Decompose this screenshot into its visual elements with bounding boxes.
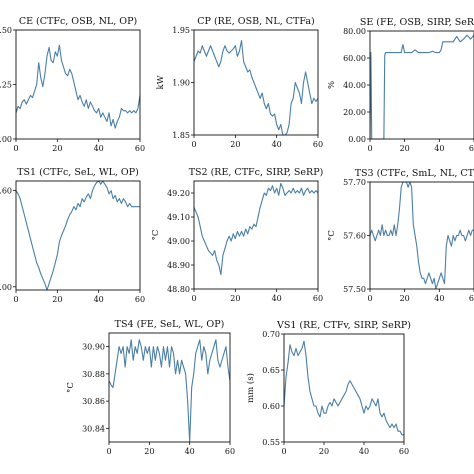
x-tick-label: 60 <box>469 144 474 153</box>
x-tick-label: 20 <box>52 295 62 304</box>
x-tick-label: 20 <box>319 447 329 456</box>
series-line <box>16 180 140 291</box>
axes-frame <box>369 30 474 140</box>
chart-title: TS1 (CTFc, SeL, WL, OP) <box>17 167 139 178</box>
y-tick-label: 48.80 <box>167 285 190 294</box>
x-tick-label: 40 <box>359 447 369 456</box>
x-tick-label: 40 <box>434 144 444 153</box>
chart-ce: CE (CTFc, OSB, NL, OP) 0 20 40 60 1.00 1.25 1.5… <box>0 16 145 153</box>
x-tick-label: 60 <box>135 295 145 304</box>
y-axis-label: °C <box>327 230 337 241</box>
axes-frame <box>15 29 141 140</box>
y-axis-label: % <box>327 81 337 89</box>
y-tick-label: 49.10 <box>167 213 190 222</box>
x-tick-label: 0 <box>13 144 18 153</box>
chart-ts4: TS4 (FE, SeL, WL, OP) 0 20 40 60 30.84 30.86 30… <box>66 319 235 456</box>
y-tick-label: 48.90 <box>167 261 190 270</box>
y-tick-label: 57.60 <box>343 232 366 241</box>
x-tick-label: 20 <box>144 447 154 456</box>
y-tick-label: 80.00 <box>343 27 366 36</box>
y-axis-label: mm (s) <box>245 373 256 403</box>
chart-title: SE (FE, OSB, SIRP, SeRP) <box>360 17 474 28</box>
x-tick-label: 40 <box>185 447 195 456</box>
y-axis-label: °C <box>151 230 161 241</box>
x-tick-label: 20 <box>400 144 410 153</box>
series-line <box>370 181 474 290</box>
x-tick-label: 20 <box>400 294 410 303</box>
chart-title: TS2 (RE, CTFc, SIRP, SeRP) <box>189 167 324 178</box>
series-line <box>194 182 318 276</box>
chart-ts2: TS2 (RE, CTFc, SIRP, SeRP) 0 20 40 60 48.80 48… <box>151 167 323 303</box>
y-tick-label: 57.50 <box>343 285 366 294</box>
axes-frame <box>283 333 405 443</box>
y-tick-label: 0.70 <box>262 330 280 339</box>
y-axis-label: °C <box>66 382 76 393</box>
chart-title: VS1 (RE, CTFv, SIRP, SeRP) <box>276 320 411 331</box>
y-tick-label: 1.25 <box>0 81 12 90</box>
x-tick-label: 0 <box>367 144 372 153</box>
y-axis-label: kW <box>156 75 166 89</box>
y-tick-label: 30.84 <box>82 424 105 433</box>
y-tick-label: 30.90 <box>82 343 105 352</box>
y-tick-label: 30.86 <box>82 397 105 406</box>
x-tick-label: 40 <box>272 294 282 303</box>
x-tick-label: 0 <box>191 294 196 303</box>
y-tick-label: 0.00 <box>348 135 366 144</box>
axes-frame <box>193 180 319 290</box>
y-tick-label: 0.55 <box>262 438 280 447</box>
y-tick-label: 0.65 <box>262 366 280 375</box>
x-tick-label: 0 <box>191 140 196 149</box>
axes-frame <box>15 180 141 291</box>
y-tick-label: 1.85 <box>172 131 190 140</box>
x-tick-label: 60 <box>313 294 323 303</box>
x-tick-label: 60 <box>225 447 235 456</box>
y-tick-label: 49.00 <box>167 237 190 246</box>
y-tick-label: 1.60 <box>0 187 12 196</box>
y-tick-label: 57.70 <box>343 178 366 187</box>
series-line <box>370 34 474 140</box>
chart-cp: CP (RE, OSB, NL, CTFa) 0 20 40 60 1.85 1.90 1.9… <box>156 16 323 149</box>
y-tick-label: 30.88 <box>82 370 105 379</box>
x-tick-label: 40 <box>272 140 282 149</box>
x-tick-label: 0 <box>13 295 18 304</box>
x-tick-label: 20 <box>230 140 240 149</box>
chart-title: TS4 (FE, SeL, WL, OP) <box>115 319 225 330</box>
y-tick-label: 1.50 <box>0 26 12 35</box>
series-line <box>194 39 318 136</box>
x-tick-label: 40 <box>94 295 104 304</box>
x-tick-label: 0 <box>281 447 286 456</box>
y-tick-label: 40.00 <box>343 81 366 90</box>
y-tick-label: 1.00 <box>0 283 12 292</box>
y-tick-label: 60.00 <box>343 54 366 63</box>
x-tick-label: 40 <box>434 294 444 303</box>
chart-vs1: VS1 (RE, CTFv, SIRP, SeRP) 0 20 40 60 0.55 0.6… <box>245 320 411 456</box>
x-tick-label: 0 <box>106 447 111 456</box>
y-tick-label: 49.20 <box>167 189 190 198</box>
series-line <box>109 339 230 443</box>
x-tick-label: 60 <box>469 294 474 303</box>
chart-title: TS3 (CTFc, SmL, NL, CTFa) <box>355 168 474 179</box>
chart-se: SE (FE, OSB, SIRP, SeRP) 0 20 40 60 0.00 20.00… <box>327 17 474 153</box>
chart-title: CE (CTFc, OSB, NL, OP) <box>19 16 137 27</box>
x-tick-label: 60 <box>313 140 323 149</box>
series-line <box>284 340 404 436</box>
chart-ts1: TS1 (CTFc, SeL, WL, OP) 0 20 40 60 1.00 1.60 <box>0 167 145 304</box>
series-line <box>16 44 140 129</box>
y-tick-label: 0.60 <box>262 402 280 411</box>
y-tick-label: 1.90 <box>172 79 190 88</box>
x-tick-label: 0 <box>367 294 372 303</box>
x-tick-label: 60 <box>135 144 145 153</box>
y-tick-label: 1.95 <box>172 26 190 35</box>
y-tick-label: 20.00 <box>343 108 366 117</box>
chart-title: CP (RE, OSB, NL, CTFa) <box>197 16 314 27</box>
x-tick-label: 60 <box>399 447 409 456</box>
x-tick-label: 20 <box>52 144 62 153</box>
x-tick-label: 40 <box>94 144 104 153</box>
axes-frame <box>193 29 319 136</box>
y-tick-label: 1.00 <box>0 135 12 144</box>
axes-frame <box>108 332 231 443</box>
chart-ts3: TS3 (CTFc, SmL, NL, CTFa) 0 20 40 60 57.50 57.… <box>327 168 474 303</box>
x-tick-label: 20 <box>230 294 240 303</box>
